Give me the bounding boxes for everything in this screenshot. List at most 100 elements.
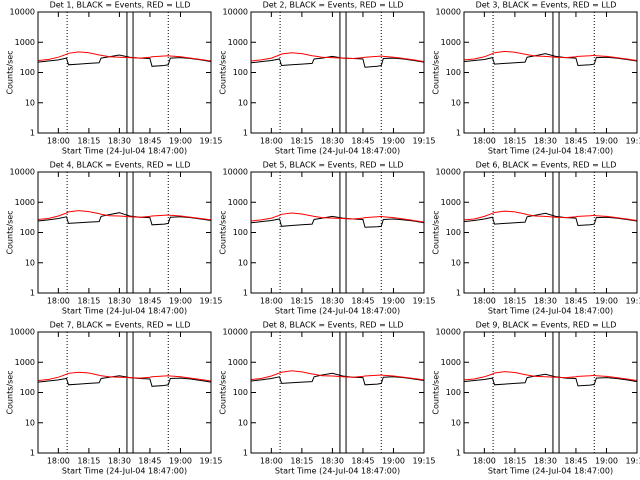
x-tick-label: 19:00 (595, 137, 618, 146)
x-tick-label: 19:15 (625, 297, 640, 306)
y-tick-label: 100 (446, 388, 461, 397)
y-tick-label: 10 (451, 418, 461, 427)
x-tick-label: 18:00 (260, 137, 283, 146)
y-tick-label: 1000 (441, 38, 461, 47)
y-tick-label: 1 (243, 289, 248, 298)
plot-frame (37, 331, 212, 454)
x-tick-label: 18:15 (77, 297, 100, 306)
y-axis-label: Counts/sec (6, 210, 15, 254)
x-tick-label: 18:15 (77, 457, 100, 466)
x-tick-label: 18:45 (138, 137, 161, 146)
plot-frame (463, 171, 638, 294)
x-tick-label: 18:00 (47, 297, 70, 306)
x-tick-label: 18:00 (47, 457, 70, 466)
x-tick-label: 18:00 (473, 457, 496, 466)
x-tick-label: 19:00 (595, 297, 618, 306)
y-tick-label: 10000 (436, 328, 461, 337)
y-tick-label: 1 (243, 129, 248, 138)
x-tick-label: 18:15 (290, 137, 313, 146)
y-tick-label: 100 (233, 228, 248, 237)
y-axis-label: Counts/sec (432, 210, 441, 254)
x-tick-label: 18:45 (138, 457, 161, 466)
y-tick-label: 10 (25, 98, 35, 107)
y-tick-label: 1 (456, 449, 461, 458)
x-tick-label: 18:30 (108, 297, 131, 306)
x-tick-label: 18:45 (564, 297, 587, 306)
x-tick-label: 18:45 (351, 297, 374, 306)
y-tick-label: 1 (30, 289, 35, 298)
x-tick-label: 18:30 (321, 297, 344, 306)
x-tick-label: 19:15 (199, 137, 222, 146)
x-tick-label: 18:30 (321, 137, 344, 146)
x-tick-label: 18:45 (564, 457, 587, 466)
series-line (37, 371, 212, 382)
series-line (250, 212, 425, 223)
x-tick-label: 18:15 (503, 297, 526, 306)
x-tick-label: 18:45 (564, 137, 587, 146)
y-tick-label: 100 (446, 68, 461, 77)
x-tick-label: 18:45 (351, 137, 374, 146)
plot-frame (463, 331, 638, 454)
y-tick-label: 10000 (10, 168, 35, 177)
y-tick-label: 1000 (15, 198, 35, 207)
x-tick-label: 19:15 (412, 457, 435, 466)
y-tick-label: 10000 (10, 328, 35, 337)
y-tick-label: 100 (233, 388, 248, 397)
y-tick-label: 10000 (10, 8, 35, 17)
x-tick-label: 18:00 (473, 297, 496, 306)
series-line (463, 210, 638, 221)
x-tick-label: 19:00 (169, 457, 192, 466)
y-tick-label: 10 (25, 258, 35, 267)
series-line (250, 372, 425, 386)
x-tick-label: 19:15 (199, 297, 222, 306)
y-tick-label: 10000 (436, 8, 461, 17)
y-tick-label: 10000 (223, 328, 248, 337)
y-tick-label: 10 (451, 258, 461, 267)
plot-frame (463, 11, 638, 134)
x-tick-label: 18:45 (351, 457, 374, 466)
x-tick-label: 18:00 (260, 457, 283, 466)
y-tick-label: 100 (233, 68, 248, 77)
x-tick-label: 19:15 (412, 297, 435, 306)
y-axis-label: Counts/sec (219, 50, 228, 94)
series-line (37, 54, 212, 67)
y-tick-label: 1000 (228, 198, 248, 207)
y-tick-label: 1000 (228, 358, 248, 367)
x-tick-label: 18:00 (47, 137, 70, 146)
series-line (37, 51, 212, 62)
x-tick-label: 18:15 (290, 297, 313, 306)
chart-title: Det 8, BLACK = Events, RED = LLD (263, 321, 404, 330)
chart-title: Det 9, BLACK = Events, RED = LLD (476, 321, 617, 330)
x-tick-label: 19:15 (199, 457, 222, 466)
x-axis-label: Start Time (24-Jul-04 18:47:00) (62, 467, 187, 476)
y-tick-label: 10 (25, 418, 35, 427)
y-tick-label: 10000 (436, 168, 461, 177)
x-axis-label: Start Time (24-Jul-04 18:47:00) (488, 467, 613, 476)
x-axis-label: Start Time (24-Jul-04 18:47:00) (488, 307, 613, 316)
x-tick-label: 18:30 (108, 137, 131, 146)
x-axis-label: Start Time (24-Jul-04 18:47:00) (62, 147, 187, 156)
x-axis-label: Start Time (24-Jul-04 18:47:00) (275, 467, 400, 476)
x-tick-label: 18:15 (77, 137, 100, 146)
y-tick-label: 1 (30, 129, 35, 138)
series-line (250, 55, 425, 68)
x-tick-label: 19:00 (382, 457, 405, 466)
y-tick-label: 100 (20, 68, 35, 77)
x-tick-label: 18:00 (260, 297, 283, 306)
x-tick-label: 19:00 (169, 297, 192, 306)
x-tick-label: 19:00 (382, 137, 405, 146)
chart-title: Det 6, BLACK = Events, RED = LLD (476, 161, 617, 170)
x-axis-label: Start Time (24-Jul-04 18:47:00) (275, 147, 400, 156)
plot-frame (250, 171, 425, 294)
y-axis-label: Counts/sec (219, 370, 228, 414)
x-tick-label: 18:15 (503, 457, 526, 466)
series-line (37, 212, 212, 226)
chart-title: Det 5, BLACK = Events, RED = LLD (263, 161, 404, 170)
chart-title: Det 1, BLACK = Events, RED = LLD (50, 1, 191, 10)
y-tick-label: 100 (446, 228, 461, 237)
y-tick-label: 10 (238, 98, 248, 107)
x-tick-label: 18:45 (138, 297, 161, 306)
y-tick-label: 10 (238, 418, 248, 427)
x-tick-label: 19:00 (382, 297, 405, 306)
y-tick-label: 1000 (441, 358, 461, 367)
